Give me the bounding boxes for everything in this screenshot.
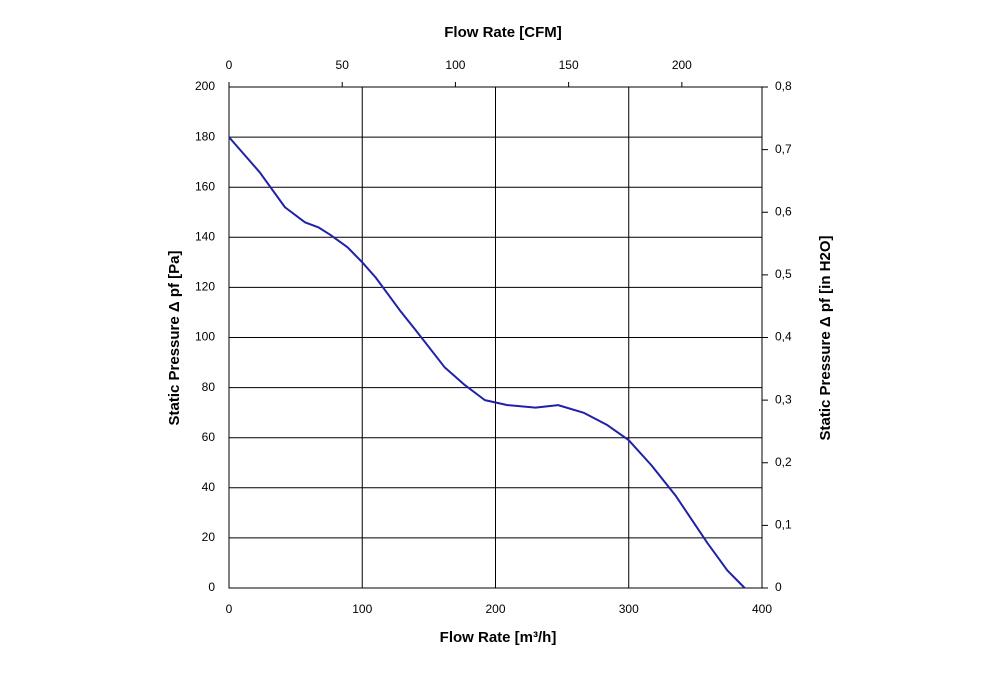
y2-tick-label: 0,6 (775, 204, 792, 218)
x-tick-label: 400 (752, 602, 772, 616)
y2-tick-label: 0,2 (775, 455, 792, 469)
x-tick-label: 100 (352, 602, 372, 616)
x-axis-label: Flow Rate [m³/h] (440, 629, 557, 646)
y-tick-label: 120 (195, 280, 215, 294)
y-tick-label: 0 (208, 580, 215, 594)
x-tick-label: 300 (619, 602, 639, 616)
y2-tick-label: 0,3 (775, 392, 792, 406)
x2-tick-label: 200 (672, 58, 692, 72)
y-axis-label: Static Pressure Δ pf [Pa] (166, 250, 183, 425)
series-line (228, 136, 746, 589)
y2-tick-label: 0,4 (775, 330, 792, 344)
x2-tick-label: 50 (336, 58, 350, 72)
x2-tick-label: 150 (559, 58, 579, 72)
y-tick-label: 100 (195, 330, 215, 344)
y2-tick-label: 0,8 (775, 79, 792, 93)
y-tick-label: 20 (202, 530, 216, 544)
x2-tick-label: 100 (445, 58, 465, 72)
y-tick-label: 180 (195, 129, 215, 143)
y2-tick-label: 0 (775, 580, 782, 594)
x-tick-label: 0 (226, 602, 233, 616)
chart-title: Flow Rate [CFM] (444, 24, 562, 41)
y2-axis-label: Static Pressure Δ pf [in H2O] (817, 235, 834, 440)
y2-tick-label: 0,5 (775, 267, 792, 281)
y-tick-label: 60 (202, 430, 216, 444)
y-tick-label: 160 (195, 179, 215, 193)
y-tick-label: 40 (202, 480, 216, 494)
y2-tick-label: 0,1 (775, 518, 792, 532)
y2-tick-label: 0,7 (775, 142, 792, 156)
y-tick-label: 80 (202, 380, 216, 394)
x2-tick-label: 0 (226, 58, 233, 72)
x-tick-label: 200 (485, 602, 505, 616)
y-tick-label: 200 (195, 79, 215, 93)
y-tick-label: 140 (195, 229, 215, 243)
